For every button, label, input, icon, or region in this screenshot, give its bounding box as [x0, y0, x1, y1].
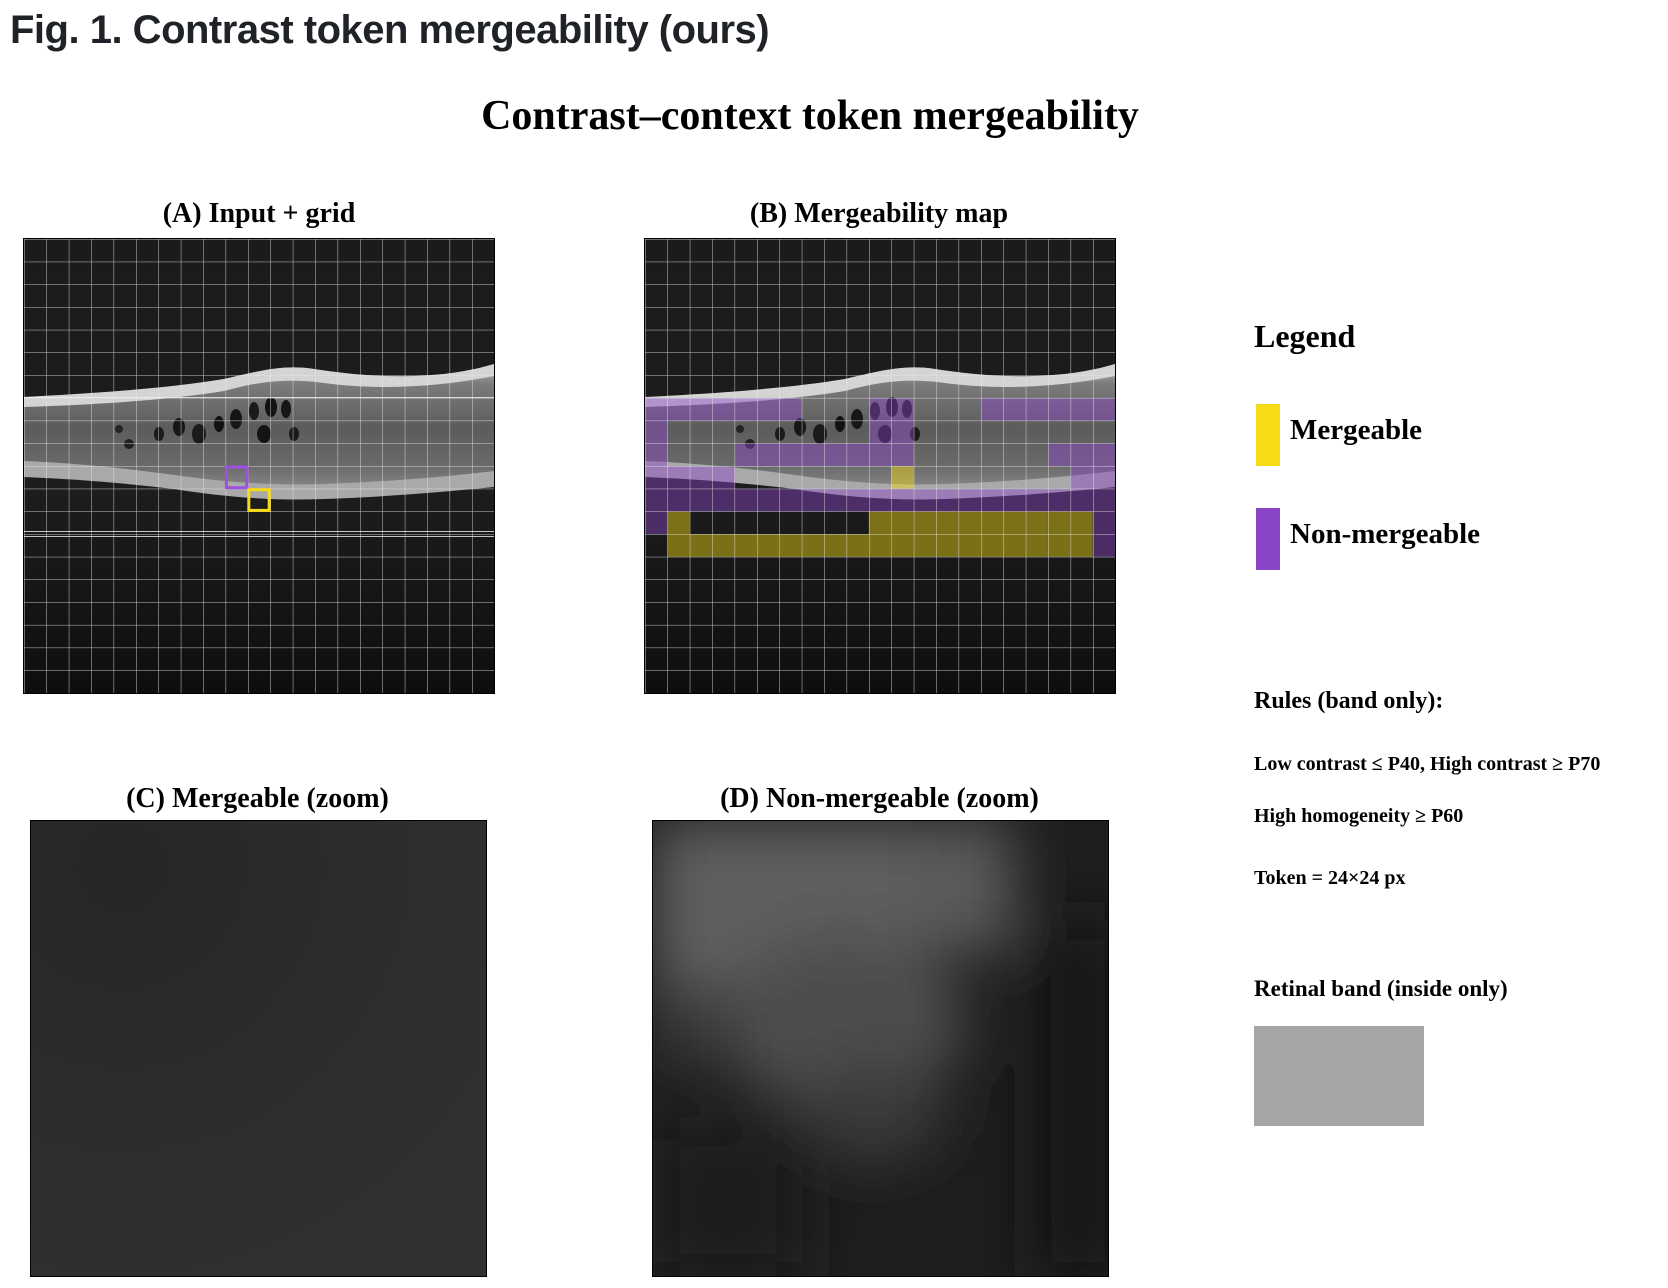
legend-title: Legend: [1254, 318, 1356, 354]
retinal-band-swatch: [1254, 1026, 1424, 1126]
rules-heading: Rules (band only):: [1254, 688, 1444, 714]
highlight-non-mergeable-token: [224, 465, 249, 490]
panel-d-non-mergeable-zoom: [652, 820, 1109, 1277]
panel-a-input-grid: [23, 238, 495, 694]
figure-caption: Fig. 1. Contrast token mergeability (our…: [10, 8, 770, 52]
panel-b-image: [645, 239, 1115, 693]
panel-c-mergeable-zoom: [30, 820, 487, 1277]
panel-d-title: (D) Non-mergeable (zoom): [720, 783, 1039, 814]
panel-d-image: [653, 821, 1108, 1276]
rule-token-size: Token = 24×24 px: [1254, 867, 1406, 889]
panel-a-image: [24, 239, 494, 693]
legend-non-mergeable-label: Non-mergeable: [1290, 518, 1481, 550]
highlight-mergeable-token: [247, 488, 271, 512]
panel-a-title: (A) Input + grid: [162, 198, 356, 229]
legend-mergeable-swatch: [1256, 404, 1280, 466]
panel-c-title: (C) Mergeable (zoom): [126, 783, 389, 814]
band-heading: Retinal band (inside only): [1254, 976, 1508, 1001]
rule-homogeneity: High homogeneity ≥ P60: [1254, 805, 1464, 827]
panel-b-mergeability-map: [644, 238, 1116, 694]
rule-contrast: Low contrast ≤ P40, High contrast ≥ P70: [1254, 753, 1601, 775]
legend-mergeable-label: Mergeable: [1290, 414, 1423, 446]
panel-b-title: (B) Mergeability map: [749, 198, 1009, 229]
panel-c-image: [31, 821, 486, 1276]
legend-non-mergeable-swatch: [1256, 508, 1280, 570]
figure-title: Contrast–context token mergeability: [481, 93, 1139, 139]
